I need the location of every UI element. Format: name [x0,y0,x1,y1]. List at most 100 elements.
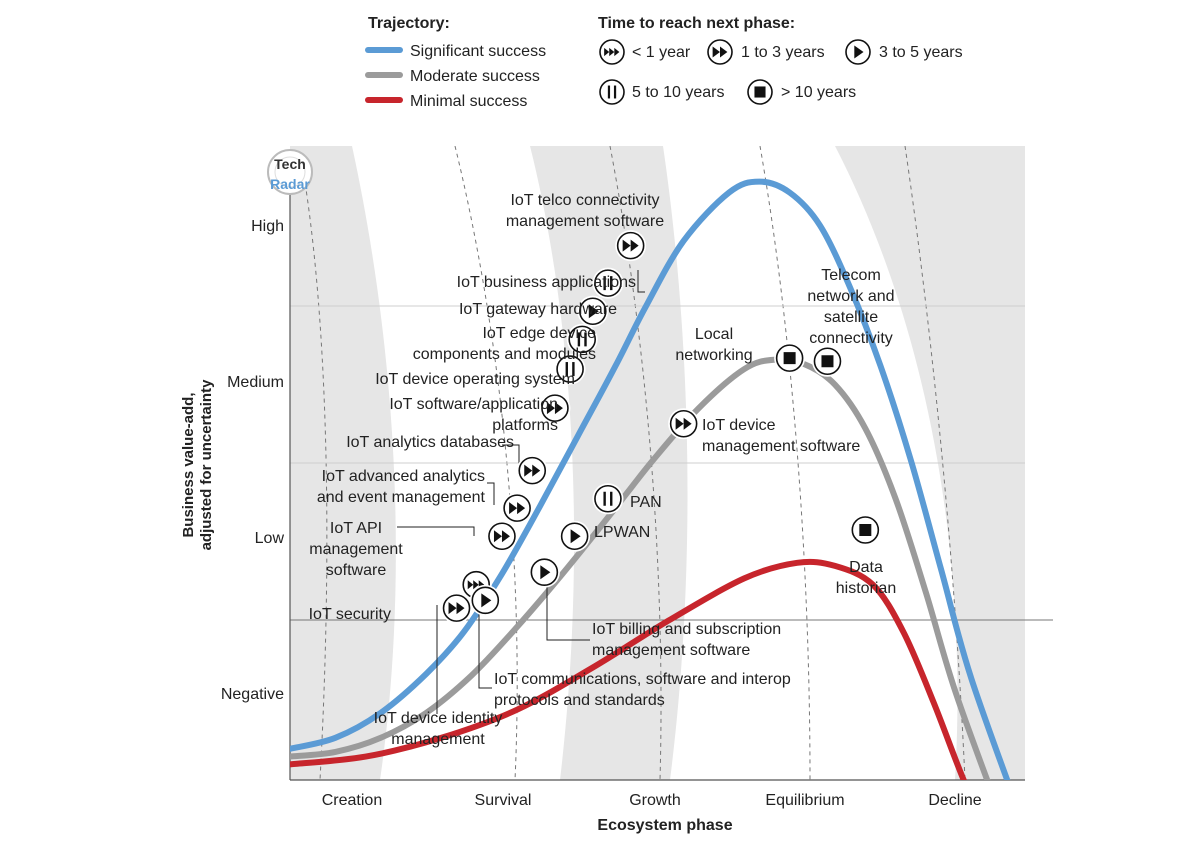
marker-glyph [493,530,502,543]
point-label-line: connectivity [809,330,893,347]
marker-glyph [607,85,611,99]
pause-icon [592,483,624,515]
double-forward-icon [441,592,473,624]
y-tick-label: Low [255,530,285,547]
point-label-line: management software [506,213,664,230]
marker-glyph [546,402,555,415]
point-label-line: management software [592,642,750,659]
stop-icon [745,77,775,107]
point-label: IoT security [309,606,391,623]
double-forward-icon [501,492,533,524]
trajectory-legend-title: Trajectory: [368,15,450,32]
point-label: IoT device management software [702,417,860,455]
stop-icon [811,345,843,377]
marker-glyph [630,239,639,252]
point-label: PAN [630,494,662,511]
series-line-significant [290,178,1011,780]
stop-icon [849,514,881,546]
point-label-line: historian [836,580,896,597]
point-label-line: network and [807,288,894,305]
point-label-line: Telecom [821,267,881,284]
phase-guide-2 [454,146,518,780]
y-tick-label: Medium [227,374,284,391]
logo-text-tech: Tech [274,156,306,172]
tech-radar-logo: Tech Radar [267,149,313,195]
x-axis-title: Ecosystem phase [597,817,732,834]
leader-line [478,612,492,689]
point-label-line: PAN [630,494,662,511]
point-label-line: IoT security [309,606,391,623]
point-label-line: Data [849,559,883,576]
pause-icon [566,323,598,355]
point-label: LPWAN [594,524,650,541]
series-line-minimal [290,558,967,780]
marker-glyph [588,304,599,319]
double-forward-icon [486,520,518,552]
point-label: Telecom network and satellite connectivity [807,267,894,347]
point-label: Data historian [836,559,896,597]
double-forward-icon [705,37,735,67]
marker-ring [594,484,622,513]
leader-line [397,526,475,536]
marker-glyph [783,352,796,365]
marker-glyph [467,580,474,590]
logo-text-radar: Radar [270,176,310,192]
marker-glyph [614,47,620,57]
marker-glyph [524,464,533,477]
marker-ring [599,79,625,105]
point-label-line: IoT business applications [457,274,636,291]
point-label-line: IoT device operating system [375,371,575,388]
x-tick-label: Decline [928,792,981,809]
marker-glyph [610,276,613,291]
leader-line [487,482,495,505]
marker-glyph [754,86,766,98]
point-label-line: IoT analytics databases [346,434,514,451]
marker-glyph [603,276,606,291]
point-label-line: components and modules [413,346,596,363]
marker-glyph [720,46,728,58]
marker-glyph [859,524,872,536]
legend-label-1to3: 1 to 3 years [741,44,825,61]
point-label: IoT business applications [457,274,636,291]
leader-line [502,444,520,468]
point-label-line: and event management [317,489,486,506]
point-label-line: management [309,541,403,558]
point-label-line: platforms [492,417,558,434]
point-label: IoT advanced analytics and event manageme… [317,468,486,506]
marker-glyph [683,417,692,430]
double-forward-icon [615,230,647,262]
phase-guide-5 [904,146,966,780]
double-forward-icon [516,455,548,487]
marker-glyph [572,362,575,377]
stop-icon [774,342,806,374]
point-label: IoT analytics databases [346,434,514,451]
point-label: IoT communications, software and interop… [494,671,791,709]
time-legend-title: Time to reach next phase: [598,15,795,32]
point-label: IoT device identity management [374,710,503,748]
point-label: IoT device operating system [375,371,575,388]
phase-guide-4 [759,146,811,780]
legend-label-gt10: > 10 years [781,84,856,101]
legend-label-significant: Significant success [410,43,546,60]
point-label: IoT API management software [309,520,403,579]
point-label-line: IoT billing and subscription [592,621,781,638]
marker-glyph [481,593,492,608]
play-icon [577,295,609,327]
marker-glyph [565,362,568,377]
marker-glyph [821,355,834,368]
pause-icon [554,353,586,385]
pause-icon [592,267,624,299]
marker-glyph [532,464,541,477]
leader-lines [397,270,645,714]
marker-glyph [501,530,510,543]
legend-label-3to5: 3 to 5 years [879,44,963,61]
marker-glyph [540,565,551,580]
point-label-line: IoT device identity [374,710,503,727]
marker-glyph [473,580,479,590]
point-label: IoT edge device components and modules [413,325,596,363]
marker-ring [568,325,597,354]
point-label-line: satellite [824,309,878,326]
double-forward-icon [668,408,700,440]
logo-inner-ring [274,156,306,188]
